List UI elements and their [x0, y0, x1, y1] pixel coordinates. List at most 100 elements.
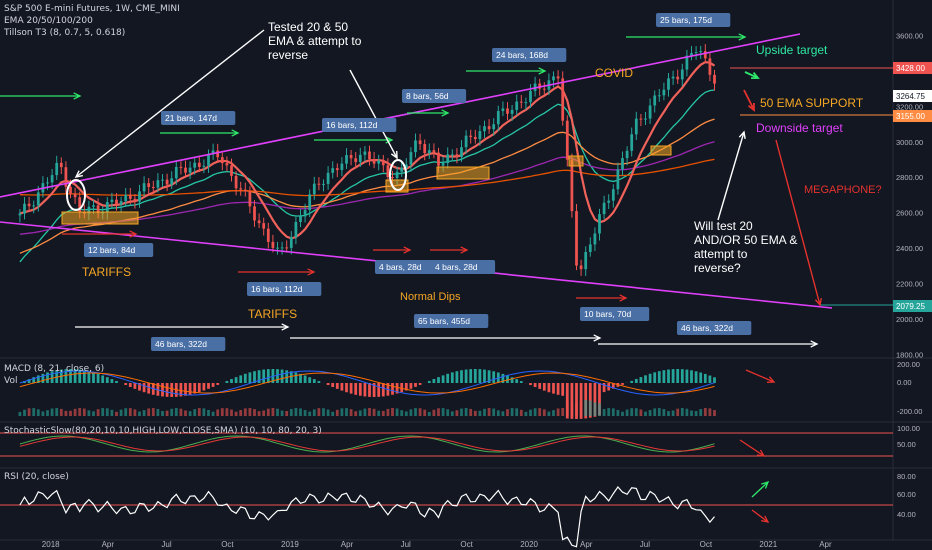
- candle-body: [524, 102, 528, 104]
- macd-bar: [515, 379, 519, 383]
- volume-bar: [680, 408, 684, 416]
- red-arrow-4-head: [460, 246, 469, 254]
- chart-legend: S&P 500 E-mini Futures, 1W, CME_MINI EMA…: [4, 3, 180, 39]
- candle-body: [565, 120, 569, 160]
- measure-label-1: 16 bars, 112d: [326, 120, 378, 130]
- macd-bar: [685, 369, 689, 383]
- volume-bar: [289, 409, 293, 416]
- price-tick-4: 2600.00: [896, 209, 923, 218]
- candle-body: [391, 177, 394, 179]
- candle-body: [271, 241, 275, 248]
- red-arrow-3-head: [403, 246, 412, 254]
- volume-bar: [349, 409, 353, 416]
- candle-body: [510, 109, 514, 114]
- candle-body: [607, 200, 611, 203]
- volume-bar: [225, 408, 229, 416]
- measure-label-9: 10 bars, 70d: [584, 309, 632, 319]
- macd-bar: [202, 383, 206, 391]
- volume-bar: [59, 408, 63, 416]
- volume-bar: [575, 402, 578, 416]
- volume-bar: [326, 409, 330, 416]
- macd-bar: [441, 375, 445, 383]
- macd-bar: [170, 383, 174, 397]
- rsi-tick-1: 60.00: [897, 490, 916, 499]
- macd-bar: [377, 383, 381, 397]
- price-tag-3: 2079.25: [896, 302, 925, 311]
- macd-bar: [506, 375, 509, 383]
- macd-bar: [464, 369, 468, 383]
- macd-bar: [64, 369, 68, 383]
- macd-line: [19, 370, 715, 396]
- macd-bar: [128, 383, 132, 387]
- consolidation-box-4: [650, 145, 672, 156]
- measure-box-8: [431, 260, 496, 274]
- candle-body: [414, 140, 417, 153]
- candle-body: [570, 159, 574, 212]
- macd-bar: [630, 380, 634, 383]
- downside-arrow: [775, 139, 821, 306]
- volume-bar: [276, 408, 279, 416]
- volume-bar: [598, 403, 601, 416]
- candle-body: [653, 95, 657, 106]
- downside-target-label: Downside target: [756, 121, 843, 135]
- volume-bar: [105, 408, 109, 416]
- volume-bar: [529, 409, 532, 416]
- candle-body: [368, 151, 371, 159]
- volume-bar: [55, 408, 59, 416]
- candle-body: [349, 155, 353, 159]
- macd-bar: [432, 378, 436, 383]
- candle-body: [248, 191, 252, 207]
- volume-bar: [450, 411, 454, 416]
- candle-body: [179, 166, 183, 168]
- candle-body: [427, 150, 431, 154]
- measure-label-8: 4 bars, 28d: [435, 262, 478, 272]
- candle-body: [161, 179, 164, 181]
- macd-bar: [358, 383, 362, 396]
- candle-body: [317, 183, 321, 185]
- candle-body: [331, 168, 335, 173]
- volume-bar: [671, 410, 675, 416]
- macd-bar: [588, 383, 592, 418]
- measure-label-7: 4 bars, 28d: [379, 262, 422, 272]
- volume-bar: [547, 411, 551, 416]
- candle-body: [588, 244, 592, 253]
- volume-bar: [519, 409, 523, 416]
- green-arrow-1-head: [73, 92, 82, 100]
- green-arrow-6-head: [738, 33, 747, 41]
- macd-bar: [372, 383, 376, 397]
- candle-body: [699, 51, 703, 53]
- volume-bar: [625, 409, 629, 416]
- candle-body: [478, 131, 482, 140]
- red-arrow-5-head: [619, 294, 628, 302]
- price-tick-7: 3200.00: [896, 102, 923, 111]
- volume-bar: [211, 411, 215, 416]
- volume-bar: [124, 408, 128, 416]
- measure-label-4: 25 bars, 175d: [660, 15, 712, 25]
- volume-bar: [391, 408, 394, 416]
- volume-bar: [271, 408, 275, 416]
- macd-bar: [82, 370, 86, 383]
- candle-body: [289, 237, 293, 248]
- volume-bar: [570, 402, 574, 416]
- candle-body: [46, 182, 49, 184]
- upside-target-label: Upside target: [756, 43, 828, 57]
- macd-bar: [598, 383, 601, 416]
- candle-body: [446, 154, 450, 164]
- macd-bar: [533, 383, 537, 388]
- rsi-line: [19, 486, 715, 548]
- macd-bar: [41, 373, 45, 383]
- macd-bar: [455, 371, 459, 383]
- macd-bar: [50, 371, 54, 383]
- macd-bar: [248, 372, 252, 383]
- stoch-d-line: [19, 436, 715, 452]
- volume-bar: [335, 409, 339, 416]
- volume-bar: [639, 409, 643, 416]
- consolidation-box-2: [436, 166, 490, 180]
- volume-bar: [377, 410, 381, 416]
- candle-body: [18, 213, 22, 216]
- volume-bar: [322, 408, 325, 416]
- candle-body: [648, 105, 652, 119]
- candle-body: [345, 155, 348, 164]
- macd-bar: [243, 373, 247, 383]
